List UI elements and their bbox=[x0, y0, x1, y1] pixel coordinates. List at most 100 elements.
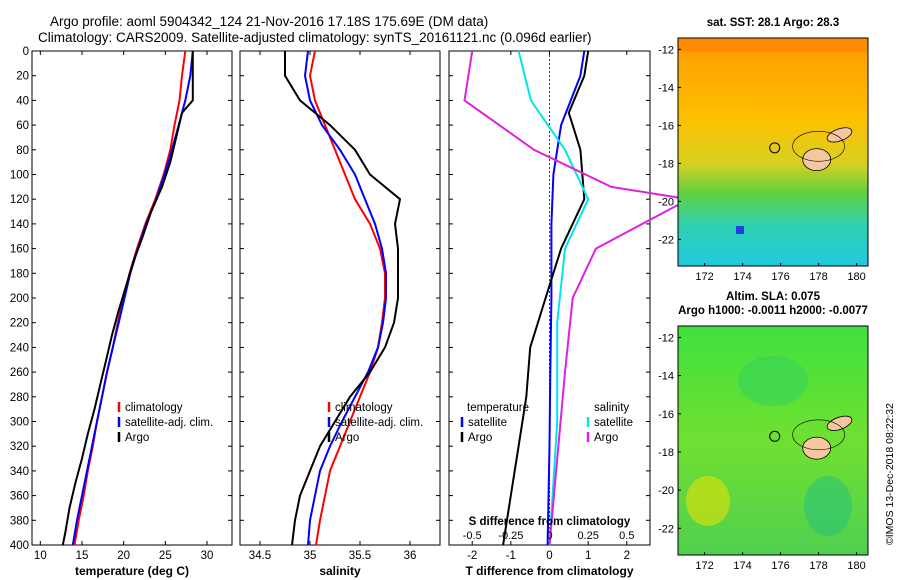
y-tick-label: 160 bbox=[10, 244, 29, 256]
header-line2: Climatology: CARS2009. Satellite-adjuste… bbox=[38, 30, 592, 45]
fiji-vanua-levu bbox=[826, 127, 853, 143]
legend-label: Argo bbox=[468, 432, 492, 444]
y-tick-label: 240 bbox=[10, 342, 29, 354]
x-tick-label: -2 bbox=[467, 550, 477, 562]
map-x-tick-label: 178 bbox=[809, 560, 827, 572]
legend-label: Argo bbox=[335, 432, 359, 444]
map-blob bbox=[686, 476, 730, 526]
plot-frame bbox=[31, 50, 233, 546]
legend-label: Argo bbox=[125, 432, 149, 444]
sla-map-panel: -12 -14 -16 -18 -20 -22 172 174 176 178 180 Altim. … bbox=[658, 291, 869, 572]
sla-map-subtitle: Argo h1000: -0.0011 h2000: -0.0077 bbox=[678, 305, 868, 317]
y-tick-label: 340 bbox=[10, 466, 29, 478]
temperature-panel: 0 20 40 60 80 100 120 140 160 180 200 220 240 260 280 3… bbox=[10, 46, 233, 578]
series-line bbox=[304, 50, 387, 546]
map-blob bbox=[804, 476, 852, 536]
x-tick-label: 25 bbox=[159, 550, 172, 562]
legend-label: satellite-adj. clim. bbox=[125, 417, 213, 429]
sst-map-panel: -12 -14 -16 -18 -20 -22 172 174 176 178 180 sat. SS… bbox=[658, 17, 869, 283]
map-x-tick-label: 180 bbox=[847, 560, 865, 572]
argo-location-marker bbox=[769, 430, 781, 442]
s-tick-label: -0.25 bbox=[498, 530, 523, 542]
map-blob bbox=[738, 356, 808, 406]
y-tick-label: 180 bbox=[10, 268, 29, 280]
y-tick-label: 360 bbox=[10, 491, 29, 503]
y-tick-label: 0 bbox=[23, 46, 29, 58]
reef-outline bbox=[792, 419, 845, 451]
legend-label: climatology bbox=[335, 402, 393, 414]
y-tick-label: 40 bbox=[16, 95, 29, 107]
x-tick-label: 10 bbox=[34, 550, 47, 562]
series-line bbox=[517, 50, 590, 546]
map-y-tick-label: -14 bbox=[658, 371, 674, 383]
y-tick-label: 220 bbox=[10, 318, 29, 330]
map-x-tick-label: 178 bbox=[809, 271, 827, 283]
x-tick-label: -1 bbox=[506, 550, 516, 562]
header-line1: Argo profile: aoml 5904342_124 21-Nov-20… bbox=[50, 14, 488, 29]
y-tick-label: 20 bbox=[16, 71, 29, 83]
map-y-tick-label: -18 bbox=[658, 158, 674, 170]
map-x-tick-label: 176 bbox=[771, 271, 789, 283]
map-y-tick-label: -20 bbox=[658, 485, 674, 497]
x-axis-label: salinity bbox=[319, 564, 361, 578]
y-tick-label: 100 bbox=[10, 170, 29, 182]
legend-label: Argo bbox=[594, 432, 618, 444]
map-y-tick-label: -22 bbox=[658, 234, 674, 246]
x-tick-label: 35.5 bbox=[349, 550, 371, 562]
legend-label: satellite bbox=[468, 417, 507, 429]
legend-title: temperature bbox=[467, 402, 529, 414]
y-tick-label: 120 bbox=[10, 194, 29, 206]
map-cold-pixel bbox=[736, 226, 744, 234]
map-y-tick-label: -14 bbox=[658, 82, 674, 94]
map-x-tick-label: 172 bbox=[695, 271, 713, 283]
map-frame bbox=[677, 37, 869, 267]
s-axis-label: S difference from climatology bbox=[469, 516, 631, 528]
y-tick-label: 140 bbox=[10, 219, 29, 231]
map-y-tick-label: -18 bbox=[658, 447, 674, 459]
legend-label: climatology bbox=[125, 402, 183, 414]
map-y-tick-label: -16 bbox=[658, 409, 674, 421]
x-tick-label: 15 bbox=[76, 550, 89, 562]
s-tick-label: -0.5 bbox=[463, 530, 482, 542]
legend-title: salinity bbox=[594, 402, 629, 414]
map-warm-band bbox=[678, 38, 868, 52]
map-y-tick-label: -16 bbox=[658, 120, 674, 132]
map-y-tick-label: -12 bbox=[658, 332, 674, 344]
plot-frame bbox=[239, 50, 441, 546]
y-tick-label: 60 bbox=[16, 120, 29, 132]
x-tick-label: 0 bbox=[546, 550, 552, 562]
legend-label: satellite bbox=[594, 417, 633, 429]
reef-outline bbox=[792, 131, 845, 162]
x-tick-label: 20 bbox=[117, 550, 130, 562]
x-axis-label: T difference from climatology bbox=[465, 564, 633, 578]
map-x-tick-label: 174 bbox=[733, 560, 751, 572]
y-tick-label: 260 bbox=[10, 367, 29, 379]
map-x-tick-label: 174 bbox=[733, 271, 751, 283]
y-tick-label: 300 bbox=[10, 417, 29, 429]
series-line bbox=[502, 50, 590, 546]
legend-label: satellite-adj. clim. bbox=[335, 417, 423, 429]
y-tick-label: 280 bbox=[10, 392, 29, 404]
x-tick-label: 36 bbox=[404, 550, 417, 562]
map-x-tick-label: 180 bbox=[847, 271, 865, 283]
map-x-tick-label: 176 bbox=[771, 560, 789, 572]
series-line bbox=[284, 51, 401, 546]
series-line bbox=[546, 50, 586, 546]
map-frame bbox=[677, 325, 869, 556]
fiji-vanua-levu bbox=[826, 415, 853, 431]
difference-panel: -2 -1 0 1 2 T difference from climatology -0.5… bbox=[448, 50, 690, 578]
x-tick-label: 30 bbox=[201, 550, 214, 562]
argo-location-marker bbox=[769, 142, 781, 154]
y-tick-label: 200 bbox=[10, 293, 29, 305]
map-y-tick-label: -20 bbox=[658, 196, 674, 208]
y-tick-label: 380 bbox=[10, 515, 29, 527]
s-tick-label: 0 bbox=[546, 530, 552, 542]
sst-map-title: sat. SST: 28.1 Argo: 28.3 bbox=[707, 17, 840, 29]
map-x-tick-label: 172 bbox=[695, 560, 713, 572]
y-tick-label: 320 bbox=[10, 441, 29, 453]
sla-map-title: Altim. SLA: 0.075 bbox=[726, 291, 821, 303]
s-tick-label: 0.25 bbox=[577, 530, 598, 542]
s-tick-label: 0.5 bbox=[619, 530, 634, 542]
x-tick-label: 1 bbox=[585, 550, 591, 562]
